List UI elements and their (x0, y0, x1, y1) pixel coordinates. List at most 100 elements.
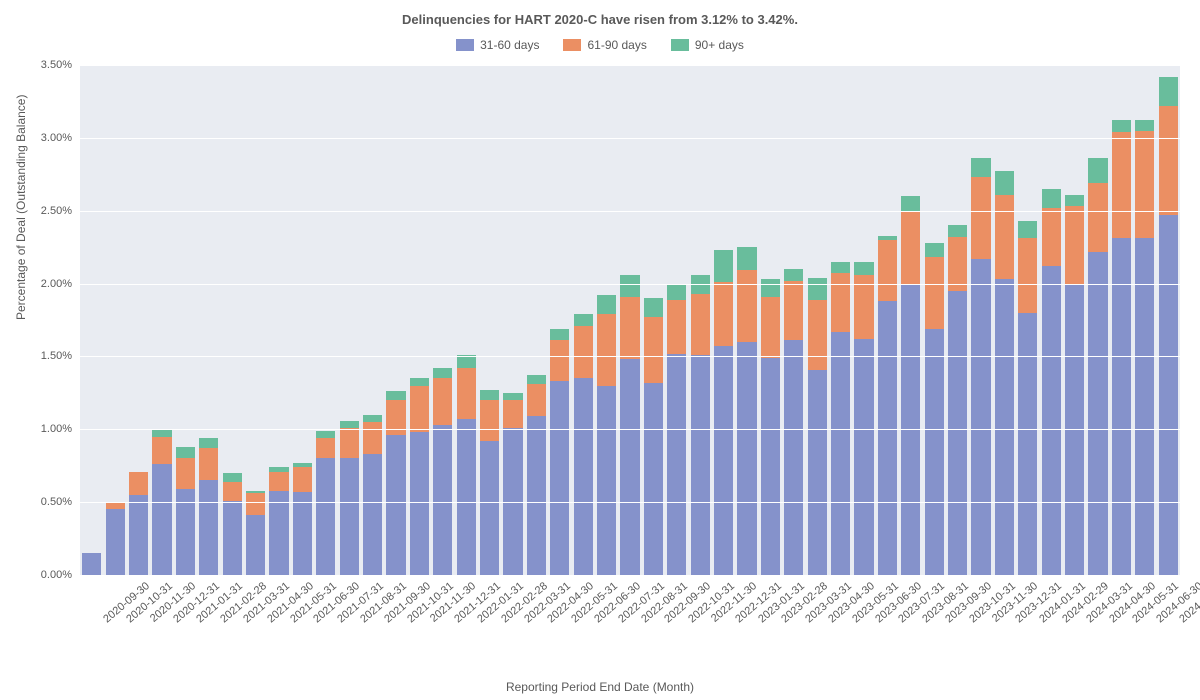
bar-segment (831, 273, 850, 331)
bar (1112, 65, 1131, 575)
bar (223, 65, 242, 575)
bar (1042, 65, 1061, 575)
gridline (80, 429, 1180, 430)
bar-segment (971, 259, 990, 575)
bar-segment (714, 346, 733, 575)
bar-segment (152, 429, 171, 436)
bar-segment (1135, 238, 1154, 575)
bar (925, 65, 944, 575)
plot-area (80, 65, 1180, 575)
bar-segment (948, 291, 967, 575)
bar (527, 65, 546, 575)
bar-segment (199, 448, 218, 480)
bar-segment (152, 464, 171, 575)
bar-segment (199, 480, 218, 575)
bar-segment (363, 454, 382, 575)
bar-segment (199, 438, 218, 448)
bar-segment (948, 225, 967, 237)
bar-segment (878, 301, 897, 575)
bar-segment (1088, 252, 1107, 575)
bar-segment (878, 236, 897, 240)
bar (269, 65, 288, 575)
bar (574, 65, 593, 575)
gridline (80, 502, 1180, 503)
bar (784, 65, 803, 575)
bar (457, 65, 476, 575)
bar-segment (667, 285, 686, 300)
bar-segment (363, 415, 382, 422)
bar (1018, 65, 1037, 575)
bar-segment (1042, 266, 1061, 575)
bar-segment (457, 368, 476, 419)
bar-segment (854, 262, 873, 275)
bar-segment (433, 378, 452, 425)
bar-segment (925, 329, 944, 575)
gridline (80, 65, 1180, 66)
bar-segment (246, 515, 265, 575)
bar-segment (714, 250, 733, 282)
bar-segment (1065, 195, 1084, 207)
bar-segment (550, 381, 569, 575)
bar-segment (316, 431, 335, 438)
bar-segment (597, 386, 616, 575)
bar-segment (410, 378, 429, 385)
bar-segment (808, 278, 827, 300)
bar-segment (386, 391, 405, 400)
bar (831, 65, 850, 575)
bar-segment (644, 317, 663, 383)
bar-segment (152, 437, 171, 465)
bar (737, 65, 756, 575)
bar (995, 65, 1014, 575)
gridline (80, 284, 1180, 285)
y-tick-label: 3.00% (41, 132, 72, 144)
bar-segment (363, 422, 382, 454)
bar-segment (503, 400, 522, 428)
legend-label-61-90: 61-90 days (587, 38, 646, 52)
bar (597, 65, 616, 575)
bar-segment (433, 425, 452, 575)
bar (854, 65, 873, 575)
bar-segment (1159, 215, 1178, 575)
bar (971, 65, 990, 575)
bar-segment (293, 463, 312, 467)
bar-segment (808, 300, 827, 370)
bar-segment (761, 297, 780, 358)
bar-segment (1088, 183, 1107, 251)
legend-label-31-60: 31-60 days (480, 38, 539, 52)
bar-segment (1042, 189, 1061, 208)
bar (480, 65, 499, 575)
bar-segment (995, 279, 1014, 575)
bar (152, 65, 171, 575)
bar-segment (106, 502, 125, 509)
y-tick-label: 1.50% (41, 350, 72, 362)
bar-segment (246, 491, 265, 494)
bar (199, 65, 218, 575)
legend: 31-60 days 61-90 days 90+ days (0, 38, 1200, 52)
bar-segment (410, 432, 429, 575)
bar-segment (386, 435, 405, 575)
bar-segment (667, 354, 686, 575)
legend-swatch-90plus (671, 39, 689, 51)
bar (106, 65, 125, 575)
bar-segment (316, 438, 335, 458)
bar-segment (1112, 132, 1131, 238)
bar-segment (620, 275, 639, 297)
bar (667, 65, 686, 575)
legend-item-61-90: 61-90 days (563, 38, 646, 52)
chart-title: Delinquencies for HART 2020-C have risen… (0, 12, 1200, 27)
bar-segment (269, 472, 288, 491)
bar-segment (550, 329, 569, 341)
bar-segment (1159, 77, 1178, 106)
bar-segment (1065, 206, 1084, 283)
bar-segment (316, 458, 335, 575)
bar-segment (480, 400, 499, 441)
bar (293, 65, 312, 575)
y-tick-label: 1.00% (41, 423, 72, 435)
bar-segment (1159, 106, 1178, 215)
bar-segment (480, 441, 499, 575)
gridline (80, 356, 1180, 357)
bar-segment (410, 386, 429, 433)
bar-segment (925, 243, 944, 258)
bar (948, 65, 967, 575)
bar (808, 65, 827, 575)
